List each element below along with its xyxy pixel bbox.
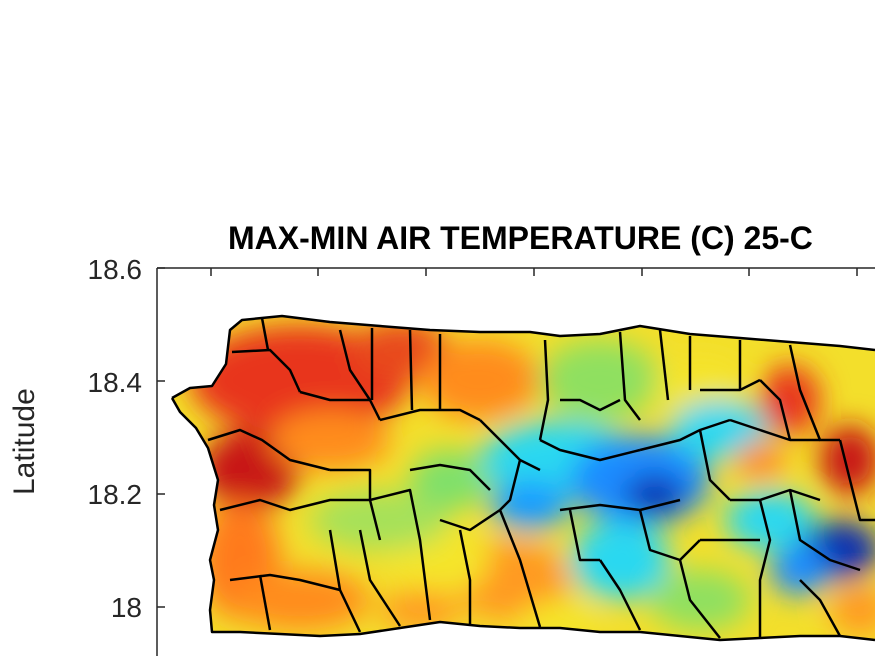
y-tick-label-18: 18: [110, 592, 142, 623]
temperature-field: [172, 316, 875, 640]
plot-title: MAX-MIN AIR TEMPERATURE (C) 25-C: [228, 220, 813, 256]
municipality-boundaries: [170, 314, 875, 642]
y-tick-label-18-6: 18.6: [87, 254, 143, 285]
y-tick-label-18-2: 18.2: [87, 479, 143, 510]
axes: [156, 267, 875, 656]
y-tick-label-18-4: 18.4: [87, 367, 143, 398]
